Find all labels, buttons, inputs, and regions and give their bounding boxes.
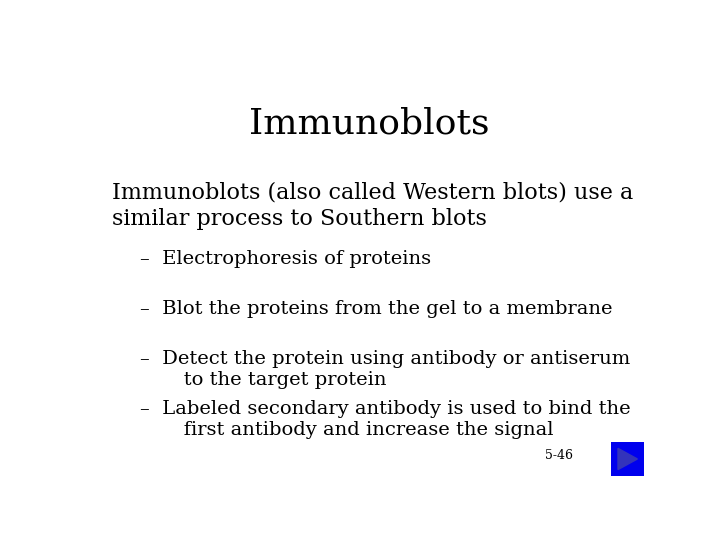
Text: –  Labeled secondary antibody is used to bind the
       first antibody and incr: – Labeled secondary antibody is used to … — [140, 400, 631, 439]
Text: –  Detect the protein using antibody or antiserum
       to the target protein: – Detect the protein using antibody or a… — [140, 349, 631, 389]
Bar — [611, 442, 644, 476]
Text: –  Blot the proteins from the gel to a membrane: – Blot the proteins from the gel to a me… — [140, 300, 613, 318]
Polygon shape — [618, 448, 637, 470]
Text: Immunoblots: Immunoblots — [248, 106, 490, 140]
Text: –  Electrophoresis of proteins: – Electrophoresis of proteins — [140, 250, 431, 268]
Text: Immunoblots (also called Western blots) use a
similar process to Southern blots: Immunoblots (also called Western blots) … — [112, 181, 634, 231]
Text: 5-46: 5-46 — [544, 449, 572, 462]
